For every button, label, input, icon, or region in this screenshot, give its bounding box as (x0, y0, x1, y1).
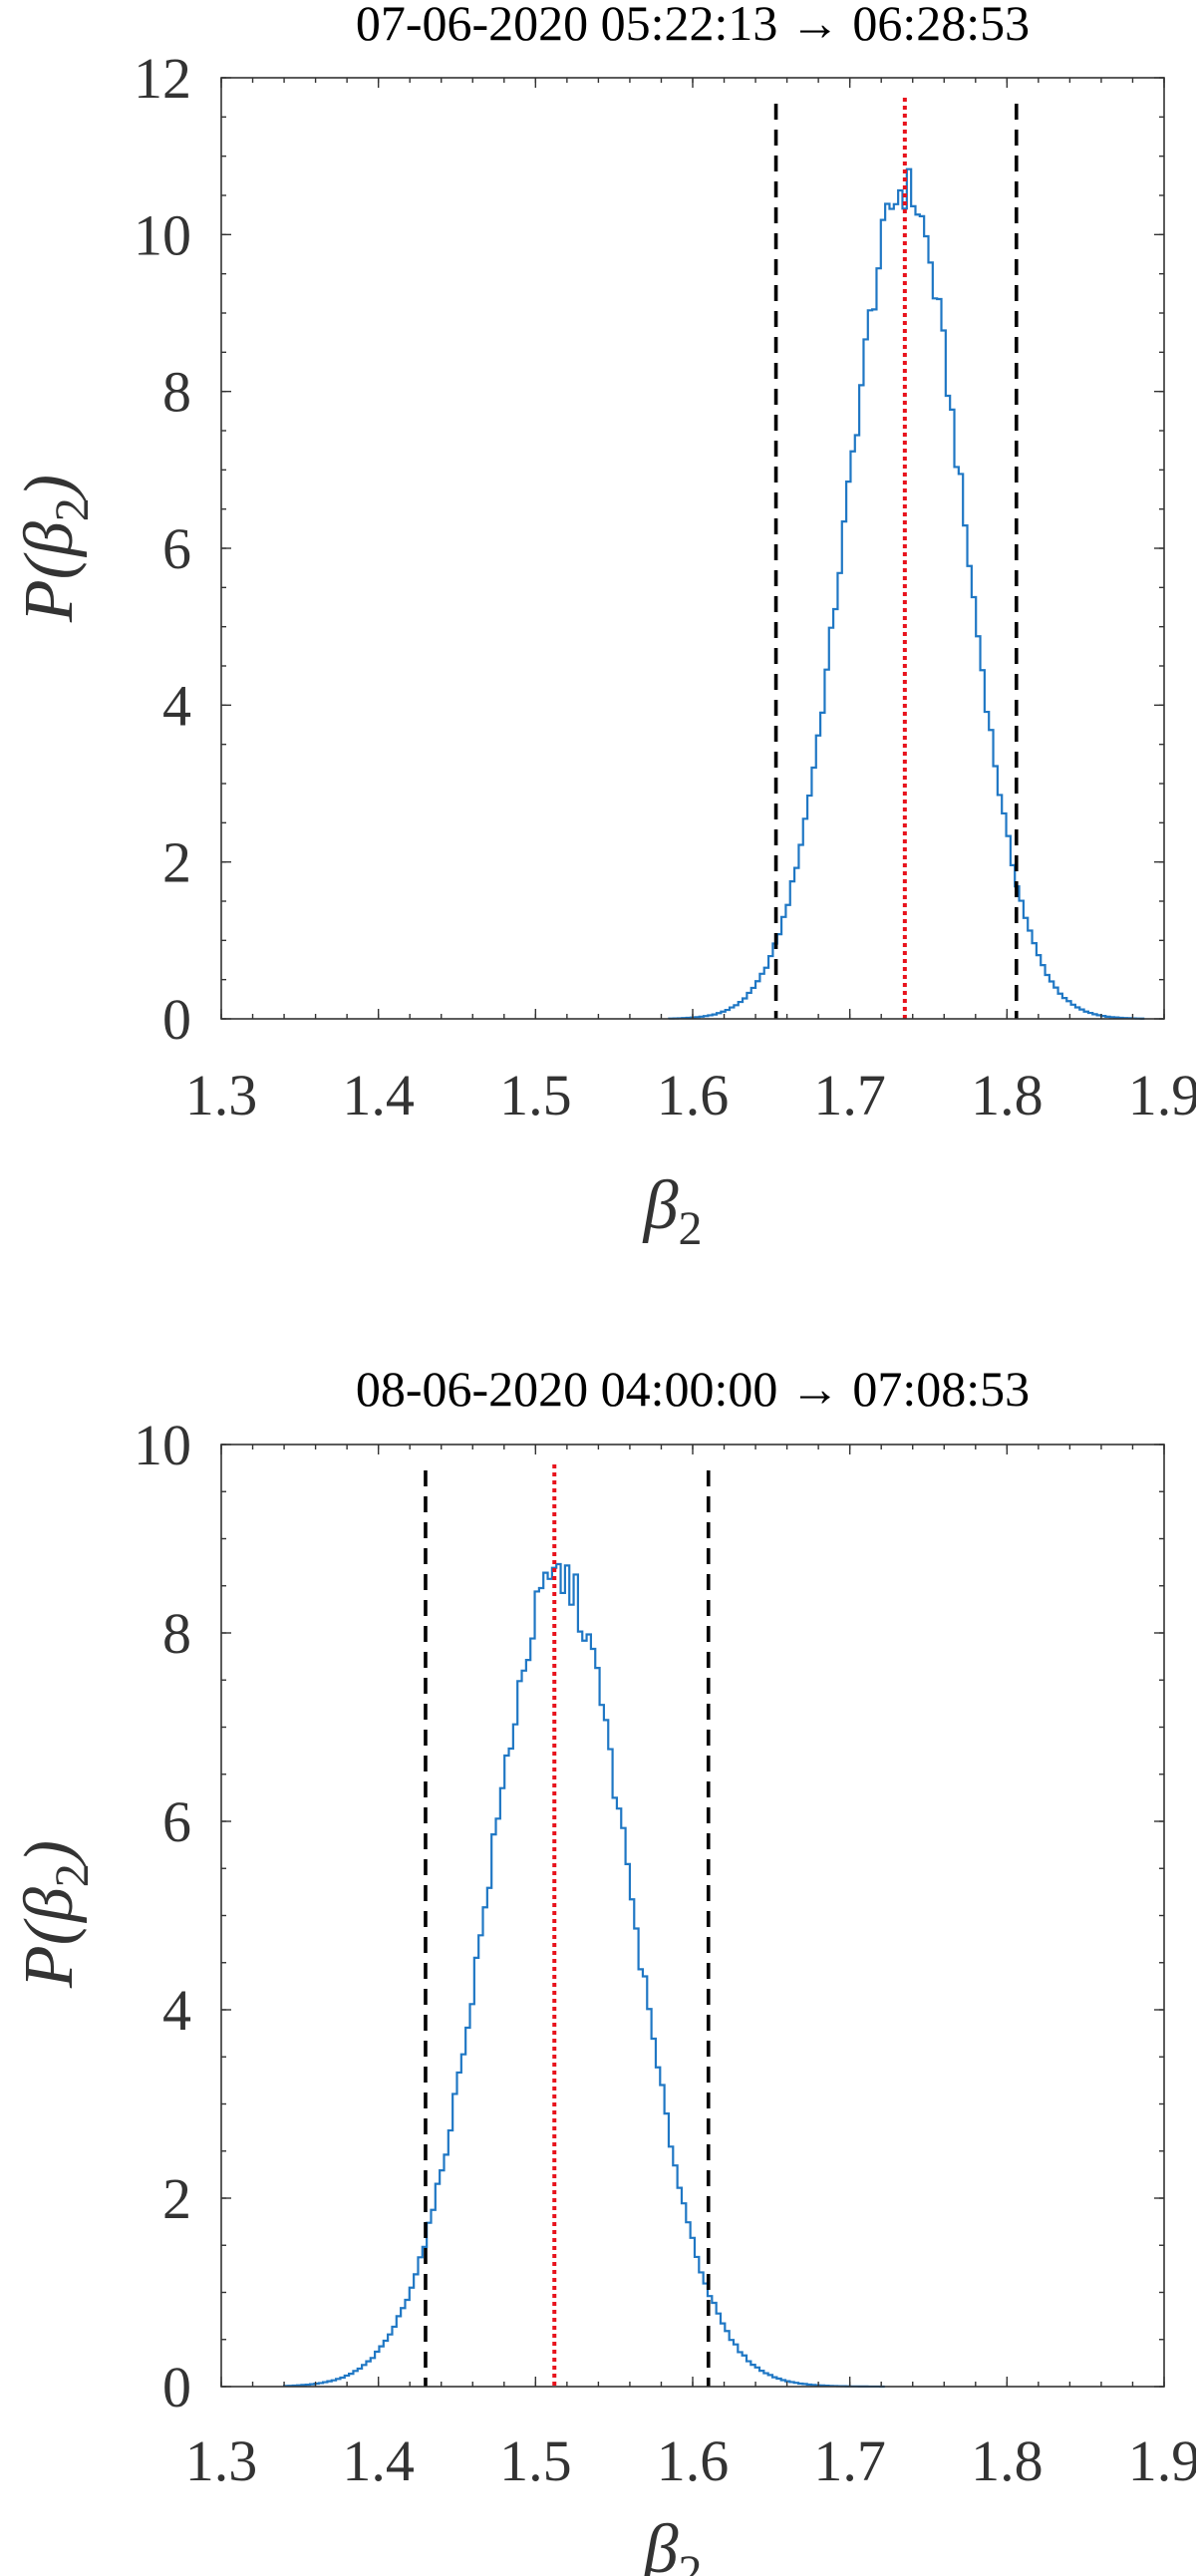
x-tick-label: 1.9 (1128, 2428, 1196, 2493)
x-tick-label: 1.3 (185, 2428, 258, 2493)
x-tick-label: 1.8 (971, 1063, 1044, 1127)
x-tick-label: 1.6 (657, 2428, 730, 2493)
ticks-layer: 1.3 1.4 1.5 1.6 1.7 1.8 1.9 0 2 4 6 8 10 (134, 1413, 1196, 2493)
x-tick-label: 1.4 (342, 2428, 415, 2493)
x-axis-label: β2 (642, 1167, 703, 1255)
x-tick-label: 1.5 (499, 2428, 572, 2493)
chart-panel-top: 07-06-2020 05:22:13 → 06:28:53 1.3 1.4 1.5… (11, 0, 1196, 1255)
chart-panel-bottom: 08-06-2020 04:00:00 → 07:08:53 1.3 1.4 1.5… (11, 1361, 1196, 2576)
x-axis-label: β2 (642, 2511, 703, 2576)
y-axis-label: P(β2) (11, 475, 99, 623)
y-tick-label: 12 (134, 46, 191, 111)
chart-title: 07-06-2020 05:22:13 → 06:28:53 (356, 0, 1030, 51)
y-tick-label: 4 (162, 1978, 191, 2043)
y-tick-label: 10 (134, 1413, 191, 1477)
chart-title: 08-06-2020 04:00:00 → 07:08:53 (356, 1361, 1030, 1417)
plot-frame (220, 1444, 1165, 2388)
y-tick-label: 0 (162, 987, 191, 1052)
y-tick-label: 6 (162, 516, 191, 581)
histogram-layer (282, 1562, 885, 2389)
x-tick-label: 1.5 (499, 1063, 572, 1127)
reference-lines-layer (424, 1464, 711, 2387)
x-tick-label: 1.9 (1128, 1063, 1196, 1127)
histogram-series (282, 1562, 885, 2389)
x-tick-label: 1.6 (657, 1063, 730, 1127)
y-tick-label: 2 (162, 830, 191, 895)
y-tick-label: 8 (162, 360, 191, 425)
x-tick-label: 1.3 (185, 1063, 258, 1127)
y-tick-label: 10 (134, 202, 191, 267)
x-tick-label: 1.4 (342, 1063, 415, 1127)
x-tick-label: 1.7 (813, 1063, 886, 1127)
y-tick-label: 8 (162, 1601, 191, 1666)
y-axis-label: P(β2) (11, 1840, 99, 1989)
ticks-layer: 1.3 1.4 1.5 1.6 1.7 1.8 1.9 0 2 4 6 8 10 12 (134, 46, 1196, 1127)
y-tick-label: 0 (162, 2355, 191, 2419)
y-tick-label: 4 (162, 673, 191, 738)
plot-frame (220, 77, 1165, 1020)
y-tick-label: 6 (162, 1789, 191, 1854)
y-tick-label: 2 (162, 2166, 191, 2231)
reference-lines-layer (773, 98, 1019, 1019)
x-tick-label: 1.7 (813, 2428, 886, 2493)
x-tick-label: 1.8 (971, 2428, 1044, 2493)
